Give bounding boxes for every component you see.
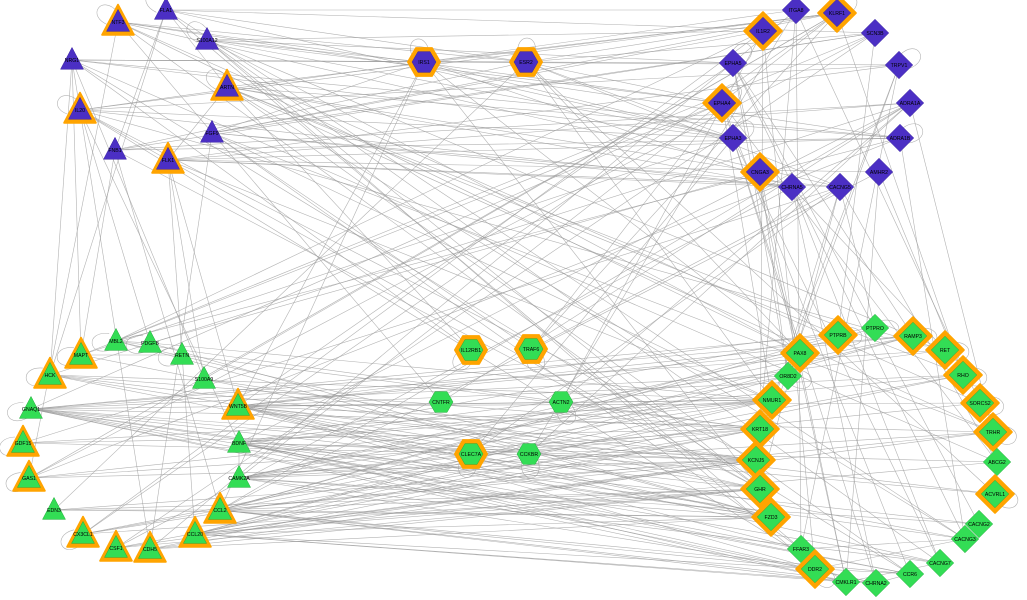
svg-text:FFAR3: FFAR3 bbox=[793, 547, 809, 553]
svg-text:MAPT: MAPT bbox=[74, 353, 89, 359]
svg-text:ACVRL1: ACVRL1 bbox=[985, 492, 1005, 498]
svg-text:FLK1: FLK1 bbox=[162, 158, 175, 164]
svg-text:ABCG2: ABCG2 bbox=[988, 460, 1006, 466]
svg-text:CMKLR1: CMKLR1 bbox=[835, 580, 856, 586]
svg-text:FZD3: FZD3 bbox=[765, 515, 778, 521]
svg-text:PTPRO: PTPRO bbox=[866, 326, 884, 332]
svg-text:FLA1: FLA1 bbox=[160, 8, 173, 14]
svg-text:RETN: RETN bbox=[175, 353, 189, 359]
svg-text:EPHA5: EPHA5 bbox=[724, 61, 741, 67]
svg-text:NMUR1: NMUR1 bbox=[763, 398, 782, 404]
svg-text:CSF1: CSF1 bbox=[109, 546, 122, 552]
svg-text:EDN3: EDN3 bbox=[47, 508, 61, 514]
svg-text:ITGA8: ITGA8 bbox=[789, 8, 804, 14]
svg-text:ARTN: ARTN bbox=[220, 85, 234, 91]
svg-text:FNB1: FNB1 bbox=[108, 148, 121, 154]
svg-text:NTF3: NTF3 bbox=[112, 20, 125, 26]
svg-text:IRS1: IRS1 bbox=[418, 60, 430, 66]
svg-text:CHRNA2: CHRNA2 bbox=[865, 581, 886, 587]
svg-text:TRHR: TRHR bbox=[986, 430, 1001, 436]
svg-text:WNT5B: WNT5B bbox=[229, 404, 248, 410]
svg-text:RAMP3: RAMP3 bbox=[904, 334, 922, 340]
svg-text:IL20: IL20 bbox=[75, 108, 85, 114]
svg-text:CCL2: CCL2 bbox=[213, 508, 226, 514]
svg-text:SORCS2: SORCS2 bbox=[969, 401, 990, 407]
svg-text:CACNG5: CACNG5 bbox=[829, 185, 851, 191]
svg-text:NRG1: NRG1 bbox=[65, 58, 80, 64]
svg-text:CLEC7A: CLEC7A bbox=[461, 452, 482, 458]
svg-text:CCL20: CCL20 bbox=[187, 532, 203, 538]
svg-text:PTPRB: PTPRB bbox=[829, 333, 847, 339]
svg-text:GAS1: GAS1 bbox=[22, 476, 36, 482]
svg-text:S100A12: S100A12 bbox=[196, 38, 217, 44]
svg-text:HCK: HCK bbox=[45, 373, 56, 379]
svg-text:FGF9: FGF9 bbox=[205, 131, 218, 137]
svg-text:ADRA1B: ADRA1B bbox=[890, 136, 911, 142]
svg-text:GHR: GHR bbox=[754, 487, 766, 493]
svg-text:CNTFR: CNTFR bbox=[432, 400, 450, 406]
svg-text:DDR2: DDR2 bbox=[808, 567, 822, 573]
svg-text:PDGFB: PDGFB bbox=[141, 341, 159, 347]
svg-text:EPHA4: EPHA4 bbox=[713, 101, 730, 107]
svg-text:TRPV1: TRPV1 bbox=[891, 63, 908, 69]
svg-text:BDNF: BDNF bbox=[232, 441, 246, 447]
svg-text:MBL2: MBL2 bbox=[109, 339, 123, 345]
svg-text:PAX8: PAX8 bbox=[794, 351, 807, 357]
svg-text:CACNG2: CACNG2 bbox=[968, 522, 990, 528]
svg-text:IL1R2: IL1R2 bbox=[756, 29, 770, 35]
svg-text:CCR6: CCR6 bbox=[903, 572, 917, 578]
svg-text:EPHA3: EPHA3 bbox=[724, 136, 741, 142]
svg-text:GNAQ1: GNAQ1 bbox=[22, 407, 40, 413]
svg-text:RHO: RHO bbox=[957, 373, 969, 379]
svg-text:KRT18: KRT18 bbox=[752, 427, 768, 433]
svg-text:GDF15: GDF15 bbox=[15, 441, 32, 447]
svg-text:CX3CL1: CX3CL1 bbox=[73, 532, 93, 538]
svg-text:TRAF6: TRAF6 bbox=[523, 347, 540, 353]
svg-text:ADRA1A: ADRA1A bbox=[900, 101, 921, 107]
svg-text:RET: RET bbox=[940, 348, 951, 354]
svg-text:CCKBR: CCKBR bbox=[520, 452, 538, 458]
svg-text:OR8D2: OR8D2 bbox=[779, 374, 796, 380]
svg-text:CDH5: CDH5 bbox=[143, 547, 157, 553]
svg-text:IL12RB1: IL12RB1 bbox=[461, 348, 481, 354]
svg-text:CHRNA5: CHRNA5 bbox=[781, 185, 802, 191]
svg-text:CAMK2A: CAMK2A bbox=[228, 476, 250, 482]
svg-text:SCN3B: SCN3B bbox=[866, 31, 884, 37]
svg-text:CACNG7: CACNG7 bbox=[929, 561, 951, 567]
svg-text:KCNJ5: KCNJ5 bbox=[748, 458, 765, 464]
svg-text:ACTN2: ACTN2 bbox=[552, 400, 569, 406]
svg-text:S100A9: S100A9 bbox=[195, 377, 214, 383]
svg-text:AMHR2: AMHR2 bbox=[870, 170, 888, 176]
svg-text:KLRF1: KLRF1 bbox=[829, 11, 845, 17]
svg-text:CNGA3: CNGA3 bbox=[751, 170, 769, 176]
svg-text:CACNG3: CACNG3 bbox=[954, 537, 976, 543]
svg-text:ESR2: ESR2 bbox=[519, 60, 533, 66]
